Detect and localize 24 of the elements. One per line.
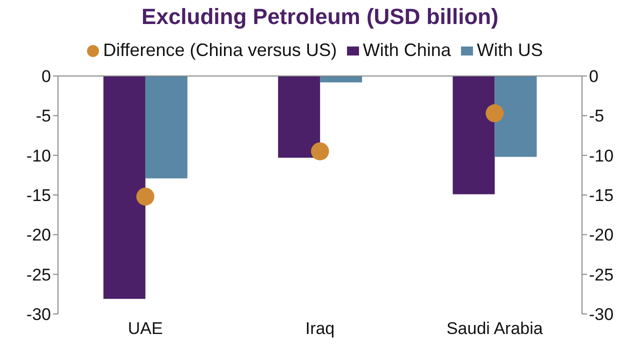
y-tick-label: -30 [26,305,51,324]
point [311,142,329,160]
y2-tick-label: -30 [589,305,614,324]
y2-tick-label: -10 [589,146,614,166]
x-tick-label: Saudi Arabia [446,319,544,338]
y-tick-label: 0 [42,67,51,86]
y-tick-label: -5 [36,106,51,126]
chart-title: Excluding Petroleum (USD billion) [140,4,500,31]
y2-tick-label: -5 [589,106,604,126]
y2-tick-label: -15 [589,186,614,206]
y2-tick-label: -25 [589,265,614,284]
y-tick-label: -20 [26,226,51,245]
legend-label: Difference (China versus US) [103,40,337,60]
x-tick-label: Iraq [305,319,335,338]
y2-tick-label: 0 [589,67,598,86]
y-tick-label: -10 [26,146,51,166]
y2-tick-label: -20 [589,226,614,245]
legend-label: With China [362,40,451,60]
point [486,104,504,122]
y-tick-label: -25 [26,265,51,284]
legend-label: With US [476,40,543,60]
y-tick-label: -15 [26,186,51,206]
x-tick-label: UAE [128,319,163,338]
point [136,188,154,206]
